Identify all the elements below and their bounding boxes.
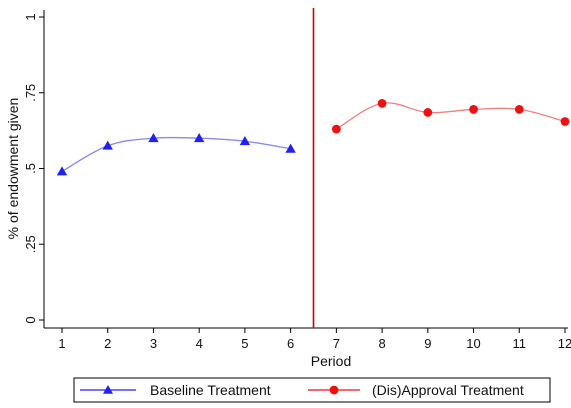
- x-tick-label: 6: [287, 336, 294, 351]
- y-tick-label: .5: [23, 163, 38, 174]
- legend-label: (Dis)Approval Treatment: [372, 382, 524, 398]
- x-tick-label: 10: [466, 336, 480, 351]
- x-tick-label: 4: [196, 336, 203, 351]
- data-point-circle: [469, 105, 478, 114]
- data-point-circle: [377, 98, 387, 108]
- series-line-2: [336, 102, 566, 130]
- data-point-triangle: [285, 143, 296, 153]
- x-tick-label: 8: [378, 336, 385, 351]
- x-tick-label: 2: [104, 336, 111, 351]
- data-point-circle: [514, 105, 524, 114]
- markers-layer: [56, 98, 570, 176]
- data-point-triangle: [148, 133, 159, 143]
- data-point-triangle: [193, 133, 205, 143]
- y-tick-label: 1: [23, 13, 38, 20]
- legend: Baseline Treatment (Dis)Approval Treatmen…: [73, 377, 551, 403]
- x-tick-label: 3: [150, 336, 157, 351]
- x-tick-label: 5: [241, 336, 248, 351]
- series-line-1: [61, 136, 291, 173]
- legend-marker-circle: [329, 385, 339, 395]
- x-tick-label: 9: [424, 336, 431, 351]
- y-tick-label: 0: [23, 316, 38, 323]
- legend-marker-triangle: [103, 385, 113, 394]
- data-point-triangle: [102, 140, 113, 150]
- data-point-circle: [423, 108, 433, 117]
- x-tick-label: 11: [513, 336, 527, 351]
- data-point-triangle: [56, 166, 68, 176]
- y-tick-label: .25: [23, 235, 38, 253]
- legend-label: Baseline Treatment: [150, 382, 271, 398]
- y-tick-label: .75: [23, 84, 38, 102]
- x-tick-label: 7: [333, 336, 340, 351]
- data-point-circle: [560, 117, 570, 126]
- x-axis-title: Period: [311, 353, 351, 369]
- x-tick-label: 1: [58, 336, 65, 351]
- x-tick-label: 12: [558, 336, 571, 351]
- y-axis-title: % of endowment given: [5, 98, 21, 240]
- data-point-triangle: [239, 136, 251, 146]
- data-point-circle: [331, 124, 341, 134]
